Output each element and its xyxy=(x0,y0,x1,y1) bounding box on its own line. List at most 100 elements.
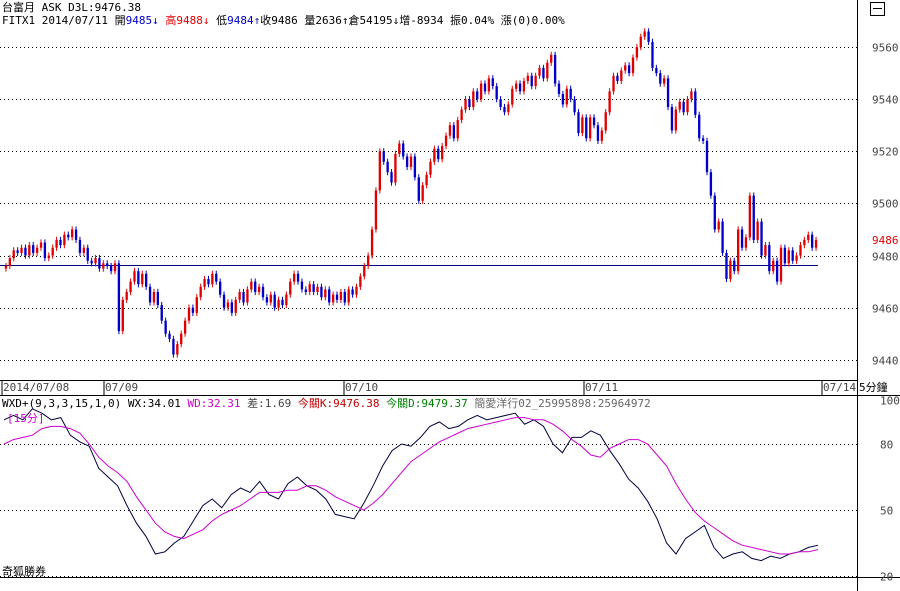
price-tick-label: 9520 xyxy=(872,146,899,159)
high-arrow: ↓ xyxy=(202,14,210,27)
interval-badge[interactable]: [15分] xyxy=(7,412,45,425)
candle-body xyxy=(604,112,607,131)
candle-body xyxy=(561,93,565,105)
candle-body xyxy=(180,333,183,345)
candle-body xyxy=(538,67,541,76)
price-tick-label: 9460 xyxy=(872,303,899,316)
x-axis-label: 07/10 xyxy=(345,381,378,394)
candle-body xyxy=(106,263,109,266)
candle-body xyxy=(324,289,327,298)
candle-body xyxy=(222,294,226,308)
candle-body xyxy=(312,284,315,293)
candle-body xyxy=(764,245,767,256)
candle-body xyxy=(70,229,74,238)
broker-name: 奇狐勝券 xyxy=(2,565,46,578)
indicator-tick-label: 100 xyxy=(880,395,900,408)
candle-body xyxy=(94,258,97,264)
axis-layer: 9440 9460 9480 9500 9520 9540 9560 9486 2014/07/… xyxy=(1,42,900,584)
oi-arrow: ↓ xyxy=(392,14,400,27)
candle-body xyxy=(51,247,54,256)
candle-body xyxy=(386,161,389,173)
candle-body xyxy=(433,148,436,162)
indicator-line-layer xyxy=(3,408,819,562)
candle-body xyxy=(187,307,191,321)
symbol: FITX1 xyxy=(2,14,36,27)
candle-body xyxy=(39,242,43,248)
open-arrow: ↓ xyxy=(152,14,159,27)
candle-body xyxy=(125,292,128,300)
candle-body xyxy=(810,234,814,248)
candle-body xyxy=(518,83,522,92)
oi-value: 54195 xyxy=(359,14,393,27)
candle-body xyxy=(807,234,810,240)
candle-body xyxy=(8,258,12,266)
candle-body xyxy=(452,125,456,139)
candle-body xyxy=(690,91,693,100)
low-label: 低 xyxy=(216,14,228,27)
candle-body xyxy=(374,190,378,230)
candle-body xyxy=(514,83,518,89)
candle-body xyxy=(596,125,600,141)
candle-body xyxy=(600,130,604,141)
low-value: 9484 xyxy=(227,14,254,27)
candle-body xyxy=(203,278,206,287)
candle-body xyxy=(405,156,409,167)
candle-body xyxy=(304,289,308,293)
candle-body xyxy=(218,281,222,295)
candle-body xyxy=(624,65,627,71)
candle-body xyxy=(701,138,705,141)
candle-body xyxy=(347,289,350,303)
candle-body xyxy=(499,99,502,108)
x-axis-label: 2014/07/08 xyxy=(3,381,69,394)
candle-body xyxy=(176,344,179,355)
candle-body xyxy=(620,70,623,81)
candle-body xyxy=(35,247,39,253)
candle-body xyxy=(156,292,160,306)
candle-layer xyxy=(0,28,818,358)
candle-body xyxy=(47,255,50,259)
candle-body xyxy=(662,78,666,84)
minimize-icon[interactable] xyxy=(870,2,885,16)
candle-body xyxy=(129,281,132,293)
candle-body xyxy=(413,156,417,178)
candle-body xyxy=(476,91,479,100)
todayd-label: 今關D: xyxy=(386,397,422,410)
candle-body xyxy=(226,302,230,308)
candle-body xyxy=(799,245,802,256)
candle-body xyxy=(289,281,292,295)
candle-body xyxy=(59,239,62,246)
candle-body xyxy=(616,75,619,81)
candle-body xyxy=(779,247,783,282)
period-label: 5分鐘 xyxy=(859,380,888,394)
candle-body xyxy=(479,83,483,100)
candle-body xyxy=(16,250,19,253)
candle-body xyxy=(269,294,272,303)
candle-body xyxy=(670,107,674,131)
quote-date: 2014/07/11 xyxy=(41,14,108,27)
quote-title: 台富月 ASK D3L:9476.38 xyxy=(2,1,141,14)
candle-body xyxy=(573,99,576,113)
last-price-label: 9486 xyxy=(872,234,899,247)
candle-body xyxy=(28,245,31,256)
price-tick-label: 9560 xyxy=(872,42,899,55)
candle-body xyxy=(775,260,779,282)
candle-body xyxy=(768,245,771,272)
candle-body xyxy=(748,195,752,238)
candle-body xyxy=(612,75,615,92)
candle-body xyxy=(787,250,790,264)
wd-value: 32.31 xyxy=(207,397,241,410)
candle-body xyxy=(686,99,689,113)
candle-body xyxy=(207,278,210,285)
candle-body xyxy=(550,54,553,63)
candle-body xyxy=(639,36,642,48)
high-value: 9488 xyxy=(176,14,203,27)
candle-body xyxy=(542,67,545,79)
candle-body xyxy=(721,221,724,253)
candle-body xyxy=(137,271,140,285)
candle-body xyxy=(211,273,214,285)
indicator-name: WXD+(9,3,3,15,1,0) xyxy=(2,397,122,410)
x-axis-label: 07/14 xyxy=(823,381,856,394)
candle-body xyxy=(705,140,709,173)
candle-body xyxy=(215,273,218,282)
candle-body xyxy=(483,83,487,92)
